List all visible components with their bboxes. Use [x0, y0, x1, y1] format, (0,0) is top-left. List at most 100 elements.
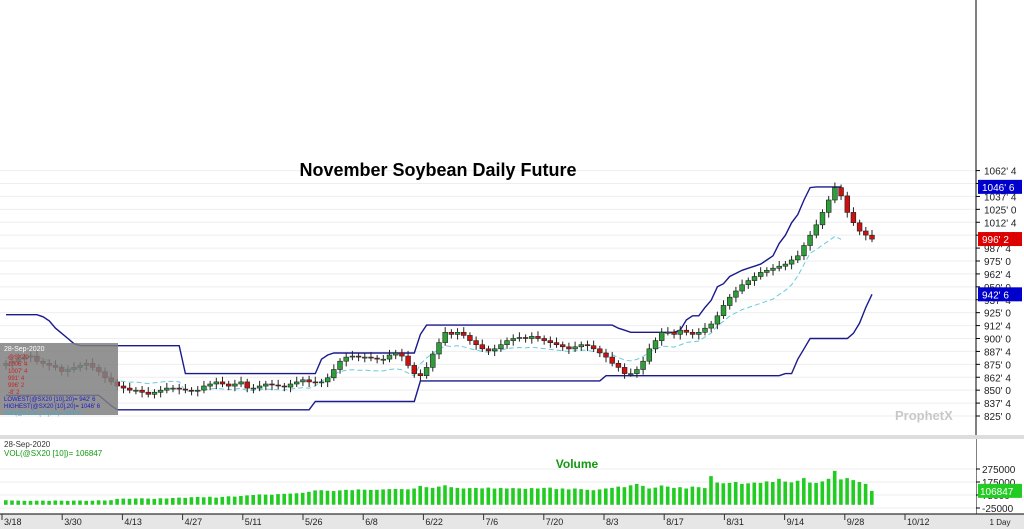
candle-body: [151, 391, 158, 395]
volume-bar: [585, 489, 590, 505]
volume-bar: [808, 482, 812, 505]
volume-bar: [511, 488, 515, 505]
volume-bar: [548, 487, 552, 505]
candle-body: [300, 379, 306, 383]
candle-body: [658, 331, 665, 341]
volume-bar: [696, 487, 701, 505]
candle-body: [788, 259, 795, 265]
volume-bar: [826, 478, 831, 505]
volume-bar: [554, 489, 559, 505]
candle-body: [374, 357, 380, 360]
volume-bar: [783, 481, 787, 505]
candle-body: [720, 305, 727, 316]
volume-bar: [319, 490, 324, 505]
candle-body: [436, 342, 442, 355]
candle-body: [819, 212, 826, 226]
legend-line: @SX20: [8, 355, 29, 361]
volume-bar: [338, 490, 342, 505]
volume-bar: [610, 487, 614, 505]
volume-bar: [356, 489, 361, 505]
volume-bar: [387, 489, 392, 505]
volume-bar: [746, 483, 750, 505]
volume-bar: [802, 478, 806, 505]
volume-bar: [443, 485, 447, 505]
candle-body: [628, 373, 634, 375]
price-tick-label: 925' 0: [984, 309, 1011, 320]
time-tick-label: 3/18: [4, 517, 22, 527]
volume-tick-label: 175000: [982, 478, 1016, 489]
volume-bar: [78, 500, 82, 505]
volume-bar: [430, 487, 435, 505]
volume-bar: [740, 483, 744, 505]
price-tick-label: 850' 0: [984, 386, 1011, 397]
volume-bar: [65, 500, 70, 505]
volume-bars: [4, 470, 874, 505]
volume-bar: [863, 483, 868, 505]
candle-body: [665, 331, 671, 334]
volume-bar: [109, 500, 113, 505]
time-tick-label: 7/20: [546, 517, 564, 527]
volume-last-flag: [978, 483, 1022, 498]
volume-bar: [282, 493, 286, 505]
candle-body: [646, 348, 653, 362]
candle-body: [584, 344, 591, 347]
price-tick-label: 987' 4: [984, 244, 1011, 255]
candle-body: [430, 353, 436, 368]
candle-body: [127, 387, 133, 391]
volume-bar: [591, 490, 596, 505]
legend-line: 996' 2: [8, 383, 25, 389]
price-tick-label: 975' 0: [984, 257, 1011, 268]
time-tick-label: 4/13: [124, 517, 142, 527]
candle-body: [386, 354, 393, 360]
candle-body: [120, 385, 127, 389]
candle-body: [553, 342, 560, 346]
legend-line: 1006' 4: [8, 362, 28, 368]
time-tick-label: 4/27: [185, 517, 203, 527]
volume-bar: [369, 489, 373, 505]
volume-bar: [288, 493, 293, 505]
volume-bar: [195, 496, 200, 505]
volume-bar: [795, 480, 800, 505]
candle-body: [504, 340, 510, 346]
volume-bar: [239, 496, 243, 505]
candle-body: [281, 385, 288, 388]
volume-bar: [245, 495, 249, 505]
volume-bar: [789, 482, 794, 505]
upper-flag-label: 1046' 6: [982, 183, 1015, 194]
candle-body: [368, 356, 374, 359]
volume-bar: [455, 487, 460, 505]
volume-bar: [399, 489, 404, 505]
candle-body: [164, 387, 170, 391]
volume-bar: [536, 488, 540, 505]
volume-bar: [566, 489, 571, 505]
volume-bar: [560, 488, 565, 505]
candle-body: [838, 187, 844, 197]
volume-bar: [127, 498, 132, 505]
candle-body: [442, 331, 448, 343]
candle-body: [256, 385, 263, 389]
volume-bar: [777, 478, 781, 505]
candle-body: [399, 352, 405, 357]
volume-bar: [201, 497, 206, 505]
volume-bar: [715, 482, 719, 505]
candle-body: [603, 352, 609, 358]
candle-body: [207, 383, 213, 387]
candle-body: [362, 356, 368, 359]
volume-bar: [492, 488, 497, 505]
volume-bar: [393, 488, 398, 505]
volume-label: Volume: [556, 457, 599, 471]
candle-body: [813, 224, 820, 236]
time-tick-label: 3/30: [64, 517, 82, 527]
candle-body: [349, 355, 356, 358]
volume-bar: [53, 500, 58, 505]
price-tick-label: 1037' 4: [984, 192, 1017, 203]
volume-bar: [758, 482, 763, 505]
candle-body: [547, 340, 554, 344]
volume-bar: [647, 488, 651, 505]
candle-body: [801, 245, 807, 257]
volume-bar: [814, 482, 818, 505]
candle-body: [337, 360, 343, 370]
time-tick-label: 9/14: [787, 517, 805, 527]
legend-line: 1007' 4: [8, 369, 28, 375]
